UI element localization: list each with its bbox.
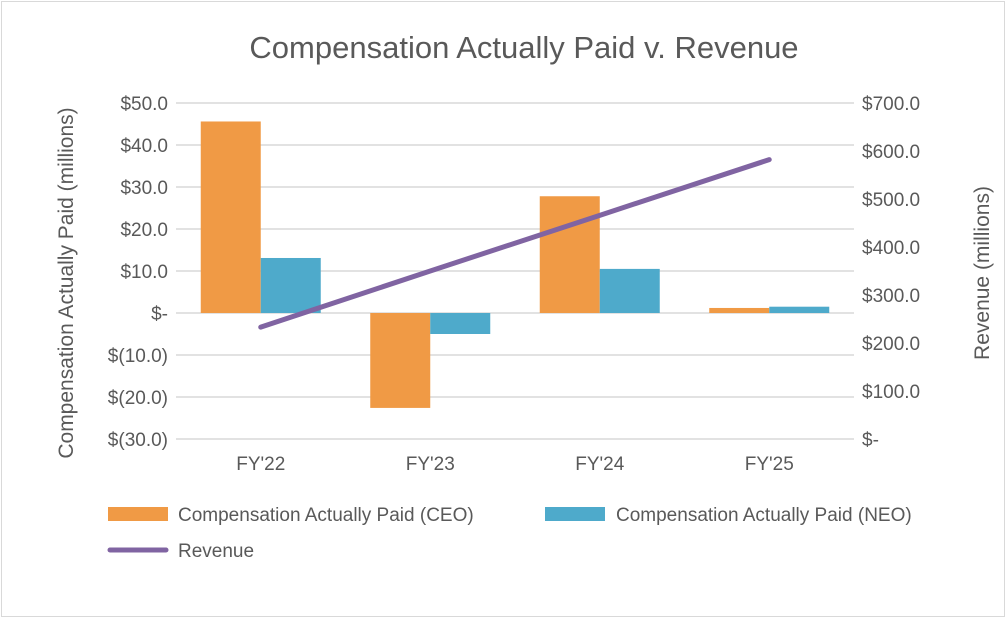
y-left-tick-label: $40.0 <box>120 136 168 157</box>
bar-neo <box>769 306 830 313</box>
y-left-axis-label: Compensation Actually Paid (millions) <box>55 107 78 458</box>
y-left-tick-label: $30.0 <box>120 178 168 199</box>
y-left-tick-label: $50.0 <box>120 94 168 115</box>
legend-swatch-ceo <box>108 507 168 521</box>
y-left-tick-label: $(30.0) <box>108 430 168 451</box>
y-left-tick-label: $- <box>151 304 168 325</box>
y-left-tick-label: $20.0 <box>120 220 168 241</box>
y-right-tick-label: $200.0 <box>862 334 920 355</box>
bar-ceo <box>539 196 600 313</box>
y-left-tick-label: $10.0 <box>120 262 168 283</box>
x-tick-label: FY'24 <box>575 454 624 475</box>
x-tick-label: FY'25 <box>745 454 794 475</box>
bar-ceo <box>370 313 431 408</box>
y-left-tick-label: $(10.0) <box>108 346 168 367</box>
legend-label-revenue: Revenue <box>178 541 254 562</box>
y-right-tick-label: $500.0 <box>862 190 920 211</box>
y-right-axis-label: Revenue (millions) <box>971 186 994 360</box>
bar-neo <box>599 268 660 313</box>
x-tick-label: FY'23 <box>406 454 455 475</box>
y-right-tick-label: $600.0 <box>862 142 920 163</box>
y-right-tick-label: $100.0 <box>862 382 920 403</box>
y-left-tick-label: $(20.0) <box>108 388 168 409</box>
y-right-tick-label: $- <box>862 430 879 451</box>
y-right-tick-label: $300.0 <box>862 286 920 307</box>
bar-neo <box>260 257 321 313</box>
revenue-line <box>258 157 772 330</box>
chart-title: Compensation Actually Paid v. Revenue <box>249 30 798 65</box>
bar-ceo <box>709 307 770 313</box>
y-right-tick-label: $700.0 <box>862 94 920 115</box>
bar-neo <box>430 313 491 334</box>
legend-swatch-neo <box>545 507 605 521</box>
legend-label-ceo: Compensation Actually Paid (CEO) <box>178 505 474 526</box>
legend-label-neo: Compensation Actually Paid (NEO) <box>616 505 912 526</box>
bar-ceo <box>200 121 261 313</box>
x-tick-label: FY'22 <box>236 454 285 475</box>
y-right-tick-label: $400.0 <box>862 238 920 259</box>
